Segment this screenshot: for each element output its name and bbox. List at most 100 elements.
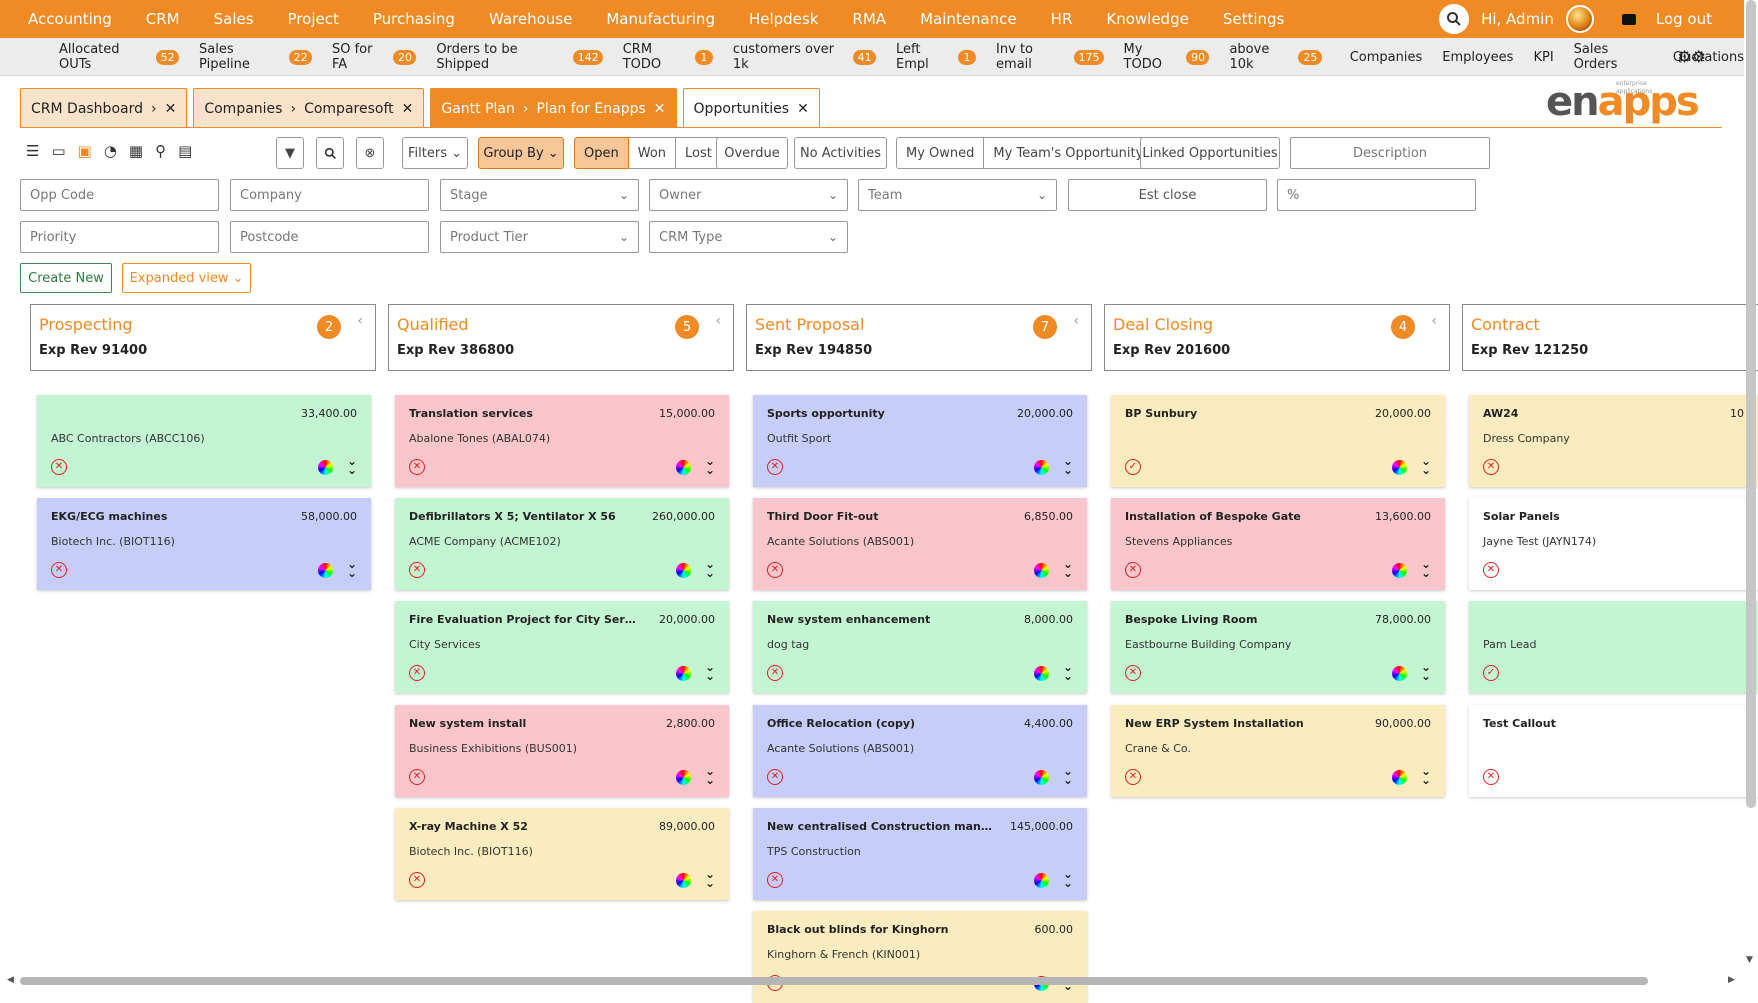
bookmark-item[interactable]: Employees [1442, 49, 1514, 65]
double-chevron-down-icon[interactable]: ⌄⌄ [1062, 764, 1073, 787]
menu-maintenance[interactable]: Maintenance [920, 10, 1017, 28]
vertical-scrollbar[interactable] [1746, 0, 1756, 808]
lost-cancel-icon[interactable]: ✕ [1125, 562, 1141, 578]
bookmark-item[interactable]: Companies [1349, 49, 1423, 65]
double-chevron-down-icon[interactable]: ⌄⌄ [1420, 764, 1431, 787]
description-input[interactable]: Description [1290, 137, 1490, 169]
color-wheel-icon[interactable] [1034, 460, 1049, 475]
menu-purchasing[interactable]: Purchasing [372, 10, 455, 28]
opportunity-card[interactable]: 33,400.00 ABC Contractors (ABCC106) ✕ ⌄ ⌄ [37, 395, 371, 487]
lost-cancel-icon[interactable]: ✕ [767, 562, 783, 578]
color-wheel-icon[interactable] [676, 460, 691, 475]
double-chevron-down-icon[interactable]: ⌄⌄ [704, 764, 715, 787]
horizontal-scrollbar[interactable] [20, 977, 1648, 985]
gears-icon[interactable]: ⚙⚙ [1677, 47, 1706, 66]
bookmark-item[interactable]: Orders to be Shipped 142 [436, 42, 603, 72]
kanban-view-icon[interactable]: ▣ [77, 142, 92, 160]
company-input[interactable]: Company [230, 179, 429, 211]
list-view-icon[interactable]: ☰ [26, 142, 40, 160]
double-chevron-down-icon[interactable]: ⌄⌄ [1420, 660, 1431, 683]
clipboard-view-icon[interactable]: ▤ [178, 142, 193, 160]
scroll-right-arrow[interactable]: ▶ [1728, 975, 1735, 985]
calendar-view-icon[interactable]: ▦ [128, 142, 144, 160]
tab-opportunities[interactable]: Opportunities ✕ [682, 88, 820, 128]
filter-lost[interactable]: Lost [676, 137, 722, 169]
won-check-icon[interactable]: ✓ [1125, 459, 1141, 475]
bookmark-item[interactable]: My TODO 90 [1124, 42, 1210, 72]
double-chevron-down-icon[interactable]: ⌄⌄ [704, 660, 715, 683]
postcode-input[interactable]: Postcode [230, 221, 429, 253]
color-wheel-icon[interactable] [676, 873, 691, 888]
menu-project[interactable]: Project [287, 10, 339, 28]
bookmark-item[interactable]: KPI [1533, 49, 1554, 65]
color-wheel-icon[interactable] [1034, 770, 1049, 785]
opportunity-card[interactable]: Office Relocation (copy) 4,400.00 Acante S… [753, 705, 1087, 797]
menu-settings[interactable]: Settings [1222, 10, 1285, 28]
opportunity-card[interactable]: Installation of Bespoke Gate 13,600.00 Ste… [1111, 498, 1445, 590]
search-icon[interactable] [316, 137, 344, 169]
opportunity-card[interactable]: EKG/ECG machines 58,000.00 Biotech Inc. (B… [37, 498, 371, 590]
filter-overdue[interactable]: Overdue [716, 137, 788, 169]
opportunity-card[interactable]: Defibrillators X 5; Ventilator X 56 260,0… [395, 498, 729, 590]
double-chevron-down-icon[interactable]: ⌄⌄ [1420, 454, 1431, 477]
lost-cancel-icon[interactable]: ✕ [409, 872, 425, 888]
team-select[interactable]: Team ⌄ [858, 179, 1057, 211]
opportunity-card[interactable]: Solar Panels Jayne Test (JAYN174) ✕ [1469, 498, 1758, 590]
double-chevron-down-icon[interactable]: ⌄⌄ [1062, 557, 1073, 580]
opportunity-card[interactable]: X-ray Machine X 52 89,000.00 Biotech Inc. … [395, 808, 729, 900]
double-chevron-down-icon[interactable]: ⌄⌄ [704, 454, 715, 477]
color-wheel-icon[interactable] [1392, 460, 1407, 475]
lost-cancel-icon[interactable]: ✕ [409, 665, 425, 681]
filter-my-owned[interactable]: My Owned [896, 137, 985, 169]
double-chevron-down-icon[interactable]: ⌄⌄ [346, 454, 357, 477]
expanded-view-button[interactable]: Expanded view ⌄ [122, 263, 251, 293]
bookmark-item[interactable]: Quotations [1672, 49, 1745, 65]
filter-won[interactable]: Won [628, 137, 677, 169]
lost-cancel-icon[interactable]: ✕ [51, 459, 67, 475]
lost-cancel-icon[interactable]: ✕ [1125, 665, 1141, 681]
bookmark-item[interactable]: customers over 1k 41 [733, 42, 877, 72]
color-wheel-icon[interactable] [1034, 563, 1049, 578]
filter-linked-opportunities[interactable]: Linked Opportunities [1140, 137, 1280, 169]
form-view-icon[interactable]: ▭ [51, 142, 66, 160]
close-icon[interactable]: ✕ [797, 100, 809, 117]
lost-cancel-icon[interactable]: ✕ [1125, 769, 1141, 785]
menu-manufacturing[interactable]: Manufacturing [606, 10, 715, 28]
opportunity-card[interactable]: Third Door Fit-out 6,850.00 Acante Solutio… [753, 498, 1087, 590]
bookmark-item[interactable]: Sales Pipeline 22 [199, 42, 312, 72]
search-icon[interactable] [1439, 4, 1470, 34]
double-chevron-down-icon[interactable]: ⌄⌄ [346, 557, 357, 580]
color-wheel-icon[interactable] [1392, 770, 1407, 785]
create-new-button[interactable]: Create New [20, 263, 112, 293]
won-check-icon[interactable]: ✓ [1483, 665, 1499, 681]
lost-cancel-icon[interactable]: ✕ [1483, 562, 1499, 578]
scroll-left-arrow[interactable]: ◀ [7, 975, 14, 985]
collapse-column-icon[interactable]: ‹ [357, 313, 363, 329]
color-wheel-icon[interactable] [1034, 873, 1049, 888]
color-wheel-icon[interactable] [1034, 666, 1049, 681]
stage-select[interactable]: Stage ⌄ [440, 179, 639, 211]
color-wheel-icon[interactable] [1392, 563, 1407, 578]
menu-hr[interactable]: HR [1050, 10, 1073, 28]
opportunity-card[interactable]: Sports opportunity 20,000.00 Outfit Sport ✕… [753, 395, 1087, 487]
crm-type-select[interactable]: CRM Type ⌄ [649, 221, 848, 253]
double-chevron-down-icon[interactable]: ⌄⌄ [704, 557, 715, 580]
priority-input[interactable]: Priority [20, 221, 219, 253]
lost-cancel-icon[interactable]: ✕ [51, 562, 67, 578]
wallet-icon[interactable] [1621, 13, 1636, 25]
opportunity-card[interactable]: Test Callout ✕ [1469, 705, 1758, 797]
double-chevron-down-icon[interactable]: ⌄⌄ [1062, 660, 1073, 683]
map-view-icon[interactable]: ⚲ [155, 142, 167, 160]
double-chevron-down-icon[interactable]: ⌄⌄ [1062, 867, 1073, 890]
est-close-input[interactable]: Est close [1068, 179, 1267, 211]
color-wheel-icon[interactable] [318, 563, 333, 578]
scroll-down-arrow[interactable]: ▼ [1746, 955, 1753, 965]
menu-accounting[interactable]: Accounting [28, 10, 112, 28]
color-wheel-icon[interactable] [676, 770, 691, 785]
lost-cancel-icon[interactable]: ✕ [409, 459, 425, 475]
opportunity-card[interactable]: New system install 2,800.00 Business Exhib… [395, 705, 729, 797]
opportunity-card[interactable]: Pam Lead ✓ [1469, 601, 1758, 693]
chart-view-icon[interactable]: ◔ [103, 142, 117, 160]
logout-link[interactable]: Log out [1655, 10, 1712, 28]
lost-cancel-icon[interactable]: ✕ [767, 459, 783, 475]
